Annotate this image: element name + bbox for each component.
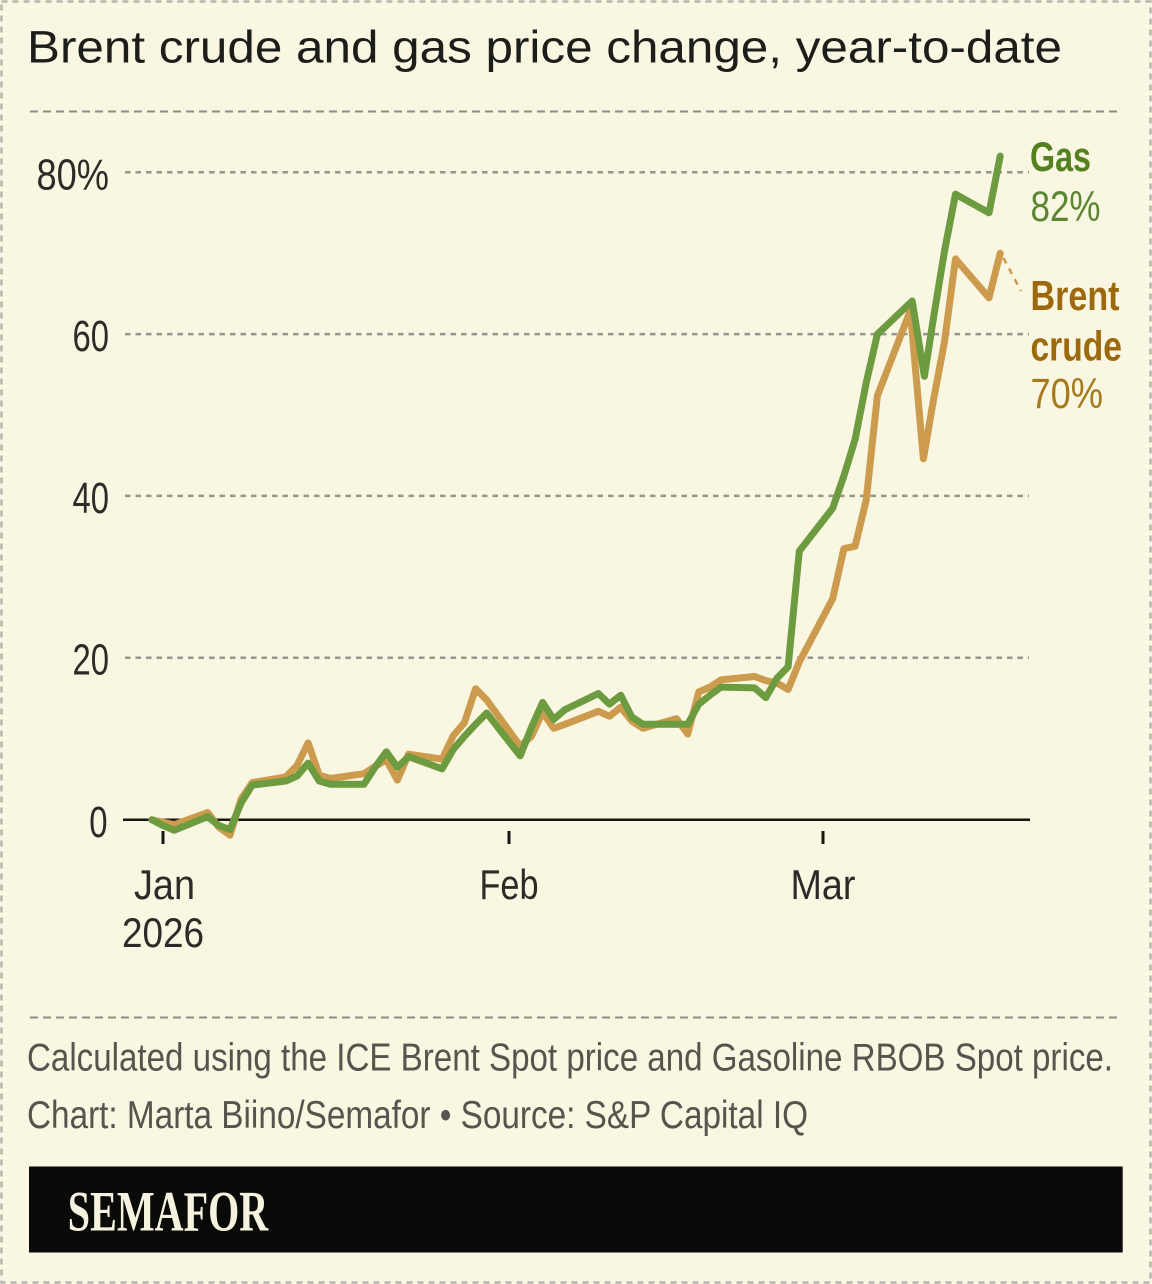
svg-text:82%: 82% [1031, 184, 1101, 231]
svg-text:2026: 2026 [122, 909, 204, 956]
svg-text:60: 60 [73, 312, 110, 361]
svg-text:Mar: Mar [791, 861, 856, 908]
svg-text:SEMAFOR: SEMAFOR [68, 1181, 269, 1244]
svg-text:Chart: Marta Biino/Semafor • S: Chart: Marta Biino/Semafor • Source: S&P… [27, 1094, 808, 1137]
svg-text:70%: 70% [1031, 371, 1104, 418]
svg-text:Gas: Gas [1030, 133, 1091, 180]
svg-text:Jan: Jan [134, 861, 195, 908]
svg-text:Brent: Brent [1031, 272, 1120, 319]
svg-text:80%: 80% [37, 150, 110, 199]
svg-text:Feb: Feb [480, 861, 539, 908]
svg-text:Calculated using the ICE Brent: Calculated using the ICE Brent Spot pric… [27, 1037, 1113, 1080]
svg-text:0: 0 [89, 798, 107, 847]
svg-text:Brent crude and gas price chan: Brent crude and gas price change, year-t… [27, 22, 1062, 73]
svg-text:20: 20 [73, 636, 110, 685]
svg-text:crude: crude [1031, 323, 1123, 370]
svg-text:40: 40 [73, 474, 110, 523]
